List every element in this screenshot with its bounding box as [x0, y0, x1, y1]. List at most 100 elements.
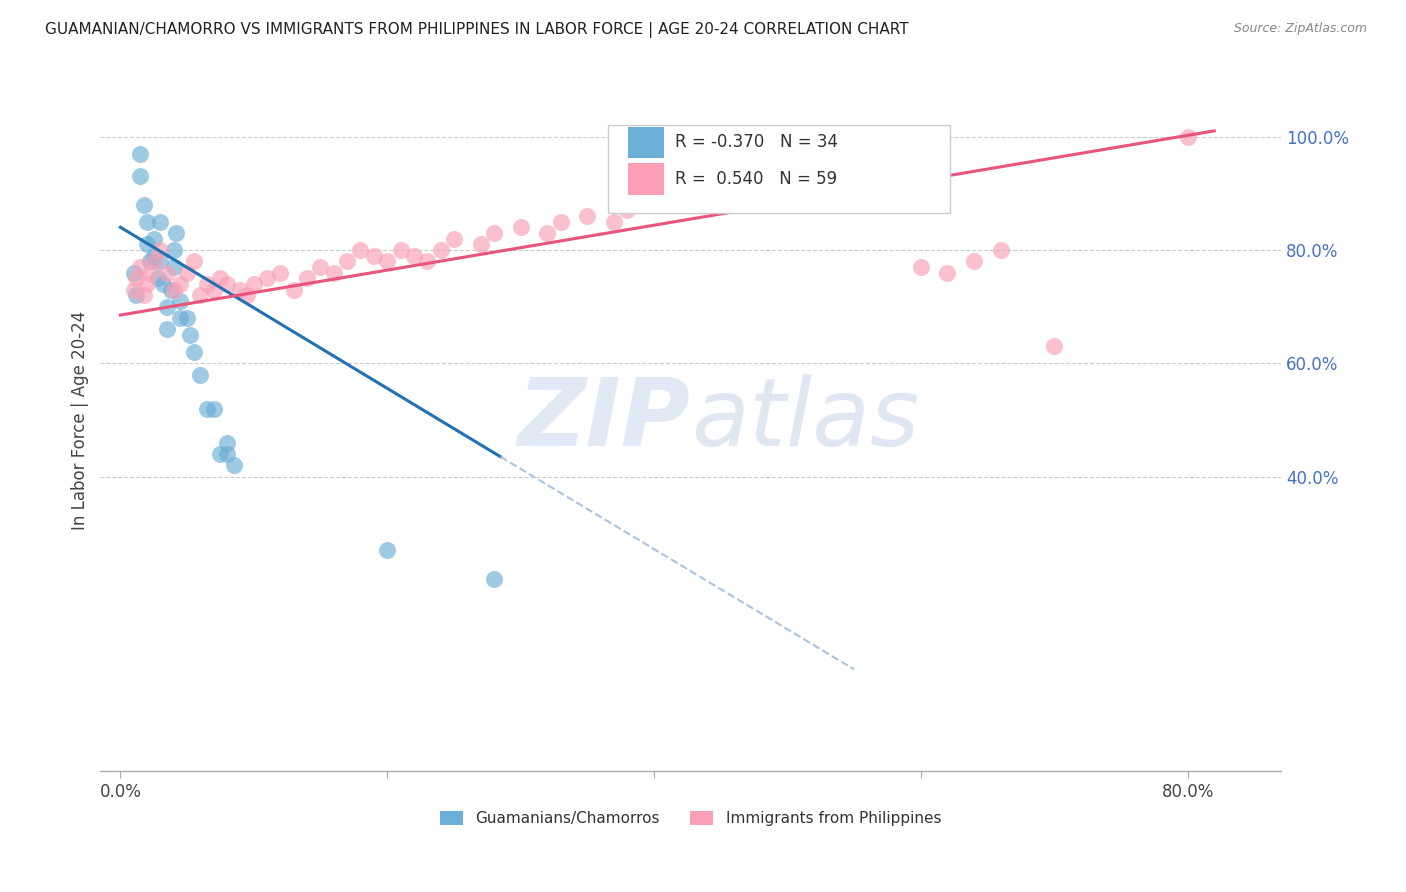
Point [190, 288, 212, 302]
Point [129, 260, 152, 274]
Point [309, 260, 332, 274]
Point [163, 283, 186, 297]
Point [536, 226, 558, 240]
Point [217, 435, 239, 450]
Point [643, 197, 665, 211]
Point [803, 180, 825, 194]
Text: ZIP: ZIP [517, 374, 690, 466]
Point [749, 180, 772, 194]
Legend: Guamanians/Chamorros, Immigrants from Philippines: Guamanians/Chamorros, Immigrants from Ph… [433, 804, 949, 834]
Point [195, 401, 218, 416]
Point [125, 271, 148, 285]
Point [509, 220, 531, 235]
Point [160, 283, 183, 297]
Point [295, 271, 318, 285]
Point [869, 163, 891, 178]
Point [256, 271, 278, 285]
Point [179, 327, 201, 342]
Point [146, 271, 169, 285]
Point [122, 266, 145, 280]
Point [136, 214, 159, 228]
Point [776, 175, 799, 189]
Point [149, 214, 172, 228]
Point [1043, 339, 1066, 353]
Point [389, 243, 412, 257]
Text: Source: ZipAtlas.com: Source: ZipAtlas.com [1233, 22, 1367, 36]
Point [134, 197, 156, 211]
Text: GUAMANIAN/CHAMORRO VS IMMIGRANTS FROM PHILIPPINES IN LABOR FORCE | AGE 20-24 COR: GUAMANIAN/CHAMORRO VS IMMIGRANTS FROM PH… [45, 22, 908, 38]
Point [429, 243, 451, 257]
Point [470, 237, 492, 252]
Point [842, 169, 865, 184]
Point [152, 277, 174, 291]
Point [217, 447, 239, 461]
Point [129, 169, 152, 184]
Point [176, 266, 198, 280]
Point [142, 249, 165, 263]
Point [217, 277, 239, 291]
Point [550, 214, 572, 228]
Point [669, 192, 692, 206]
Point [990, 243, 1012, 257]
Point [375, 254, 398, 268]
Point [142, 254, 165, 268]
Point [129, 146, 152, 161]
Point [209, 447, 232, 461]
Point [443, 231, 465, 245]
FancyBboxPatch shape [607, 125, 950, 212]
Point [156, 322, 179, 336]
Point [195, 277, 218, 291]
Point [375, 543, 398, 558]
Bar [628, 127, 664, 158]
Point [482, 572, 505, 586]
Bar [628, 163, 664, 194]
Point [696, 197, 718, 211]
Point [402, 249, 425, 263]
Point [156, 300, 179, 314]
Point [936, 266, 959, 280]
Point [149, 243, 172, 257]
Point [416, 254, 439, 268]
Point [165, 226, 187, 240]
Point [963, 254, 986, 268]
Point [603, 214, 626, 228]
Point [163, 260, 186, 274]
Point [723, 186, 745, 201]
Point [229, 283, 252, 297]
Point [283, 283, 305, 297]
Point [125, 288, 148, 302]
Text: R = -0.370   N = 34: R = -0.370 N = 34 [675, 133, 838, 152]
Point [576, 209, 599, 223]
Point [138, 254, 160, 268]
Text: R =  0.540   N = 59: R = 0.540 N = 59 [675, 169, 838, 187]
Point [176, 310, 198, 325]
Point [122, 283, 145, 297]
Point [349, 243, 371, 257]
Point [156, 266, 179, 280]
Point [482, 226, 505, 240]
Text: atlas: atlas [690, 375, 920, 466]
Point [1177, 129, 1199, 144]
Point [169, 277, 191, 291]
Point [138, 266, 160, 280]
Point [169, 310, 191, 325]
Point [910, 260, 932, 274]
Point [222, 458, 245, 473]
Point [134, 288, 156, 302]
Point [163, 243, 186, 257]
Point [209, 271, 232, 285]
Point [190, 368, 212, 382]
Point [202, 401, 225, 416]
Point [183, 345, 205, 359]
Point [363, 249, 385, 263]
Point [149, 254, 172, 268]
Point [136, 277, 159, 291]
Point [136, 237, 159, 252]
Point [322, 266, 344, 280]
Point [202, 283, 225, 297]
Point [336, 254, 359, 268]
Point [142, 231, 165, 245]
Point [242, 277, 264, 291]
Point [169, 293, 191, 308]
Y-axis label: In Labor Force | Age 20-24: In Labor Force | Age 20-24 [72, 310, 89, 530]
